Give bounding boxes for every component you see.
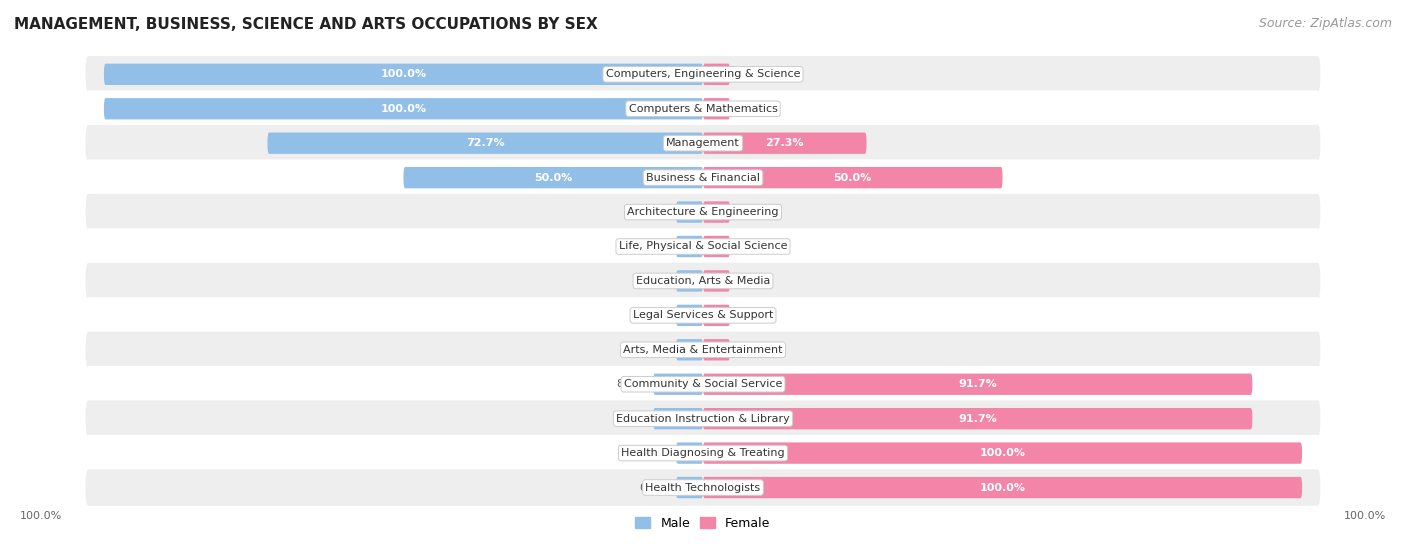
Text: 100.0%: 100.0%: [980, 483, 1025, 493]
Text: Management: Management: [666, 138, 740, 148]
FancyBboxPatch shape: [654, 373, 703, 395]
Text: 27.3%: 27.3%: [765, 138, 804, 148]
Text: 100.0%: 100.0%: [381, 69, 426, 79]
Text: 0.0%: 0.0%: [638, 242, 666, 252]
Text: 0.0%: 0.0%: [740, 104, 768, 114]
FancyBboxPatch shape: [703, 132, 866, 154]
FancyBboxPatch shape: [404, 167, 703, 188]
FancyBboxPatch shape: [86, 90, 1320, 127]
FancyBboxPatch shape: [676, 236, 703, 257]
FancyBboxPatch shape: [86, 160, 1320, 196]
FancyBboxPatch shape: [104, 98, 703, 119]
Text: Community & Social Service: Community & Social Service: [624, 379, 782, 389]
Text: Business & Financial: Business & Financial: [645, 172, 761, 182]
Text: 50.0%: 50.0%: [534, 172, 572, 182]
Text: Arts, Media & Entertainment: Arts, Media & Entertainment: [623, 345, 783, 355]
FancyBboxPatch shape: [86, 366, 1320, 402]
Text: 8.3%: 8.3%: [616, 379, 644, 389]
FancyBboxPatch shape: [703, 408, 1253, 429]
Text: Source: ZipAtlas.com: Source: ZipAtlas.com: [1258, 17, 1392, 30]
Text: Computers & Mathematics: Computers & Mathematics: [628, 104, 778, 114]
Text: Life, Physical & Social Science: Life, Physical & Social Science: [619, 242, 787, 252]
FancyBboxPatch shape: [104, 64, 703, 85]
FancyBboxPatch shape: [703, 167, 1002, 188]
Text: 0.0%: 0.0%: [638, 448, 666, 458]
FancyBboxPatch shape: [654, 408, 703, 429]
FancyBboxPatch shape: [676, 201, 703, 223]
Text: 0.0%: 0.0%: [740, 207, 768, 217]
FancyBboxPatch shape: [676, 339, 703, 360]
Text: Education, Arts & Media: Education, Arts & Media: [636, 276, 770, 286]
FancyBboxPatch shape: [86, 469, 1320, 506]
Text: 0.0%: 0.0%: [740, 69, 768, 79]
Text: Health Technologists: Health Technologists: [645, 483, 761, 493]
Text: Education Instruction & Library: Education Instruction & Library: [616, 413, 790, 424]
FancyBboxPatch shape: [703, 442, 1302, 464]
Text: 0.0%: 0.0%: [740, 276, 768, 286]
Text: Legal Services & Support: Legal Services & Support: [633, 310, 773, 320]
Text: 0.0%: 0.0%: [638, 483, 666, 493]
FancyBboxPatch shape: [86, 331, 1320, 368]
FancyBboxPatch shape: [86, 56, 1320, 93]
Text: 0.0%: 0.0%: [638, 345, 666, 355]
Text: 8.3%: 8.3%: [616, 413, 644, 424]
Text: Health Diagnosing & Treating: Health Diagnosing & Treating: [621, 448, 785, 458]
Text: MANAGEMENT, BUSINESS, SCIENCE AND ARTS OCCUPATIONS BY SEX: MANAGEMENT, BUSINESS, SCIENCE AND ARTS O…: [14, 17, 598, 32]
FancyBboxPatch shape: [267, 132, 703, 154]
Text: 91.7%: 91.7%: [959, 379, 997, 389]
FancyBboxPatch shape: [86, 263, 1320, 299]
Text: 100.0%: 100.0%: [20, 511, 62, 521]
Text: 0.0%: 0.0%: [638, 276, 666, 286]
Text: Architecture & Engineering: Architecture & Engineering: [627, 207, 779, 217]
FancyBboxPatch shape: [703, 339, 730, 360]
FancyBboxPatch shape: [676, 477, 703, 498]
FancyBboxPatch shape: [676, 442, 703, 464]
Text: 50.0%: 50.0%: [834, 172, 872, 182]
Text: 0.0%: 0.0%: [638, 310, 666, 320]
Text: Computers, Engineering & Science: Computers, Engineering & Science: [606, 69, 800, 79]
FancyBboxPatch shape: [86, 401, 1320, 437]
Text: 0.0%: 0.0%: [638, 207, 666, 217]
FancyBboxPatch shape: [703, 201, 730, 223]
FancyBboxPatch shape: [703, 305, 730, 326]
Text: 100.0%: 100.0%: [980, 448, 1025, 458]
Text: 0.0%: 0.0%: [740, 310, 768, 320]
FancyBboxPatch shape: [703, 98, 730, 119]
Text: 91.7%: 91.7%: [959, 413, 997, 424]
FancyBboxPatch shape: [676, 270, 703, 292]
Text: 100.0%: 100.0%: [381, 104, 426, 114]
FancyBboxPatch shape: [703, 64, 730, 85]
Text: 0.0%: 0.0%: [740, 345, 768, 355]
FancyBboxPatch shape: [703, 270, 730, 292]
FancyBboxPatch shape: [86, 297, 1320, 334]
FancyBboxPatch shape: [703, 373, 1253, 395]
FancyBboxPatch shape: [86, 125, 1320, 161]
FancyBboxPatch shape: [86, 228, 1320, 264]
FancyBboxPatch shape: [86, 435, 1320, 472]
FancyBboxPatch shape: [703, 477, 1302, 498]
Legend: Male, Female: Male, Female: [630, 512, 776, 535]
FancyBboxPatch shape: [676, 305, 703, 326]
FancyBboxPatch shape: [86, 194, 1320, 230]
Text: 72.7%: 72.7%: [465, 138, 505, 148]
FancyBboxPatch shape: [703, 236, 730, 257]
Text: 0.0%: 0.0%: [740, 242, 768, 252]
Text: 100.0%: 100.0%: [1344, 511, 1386, 521]
